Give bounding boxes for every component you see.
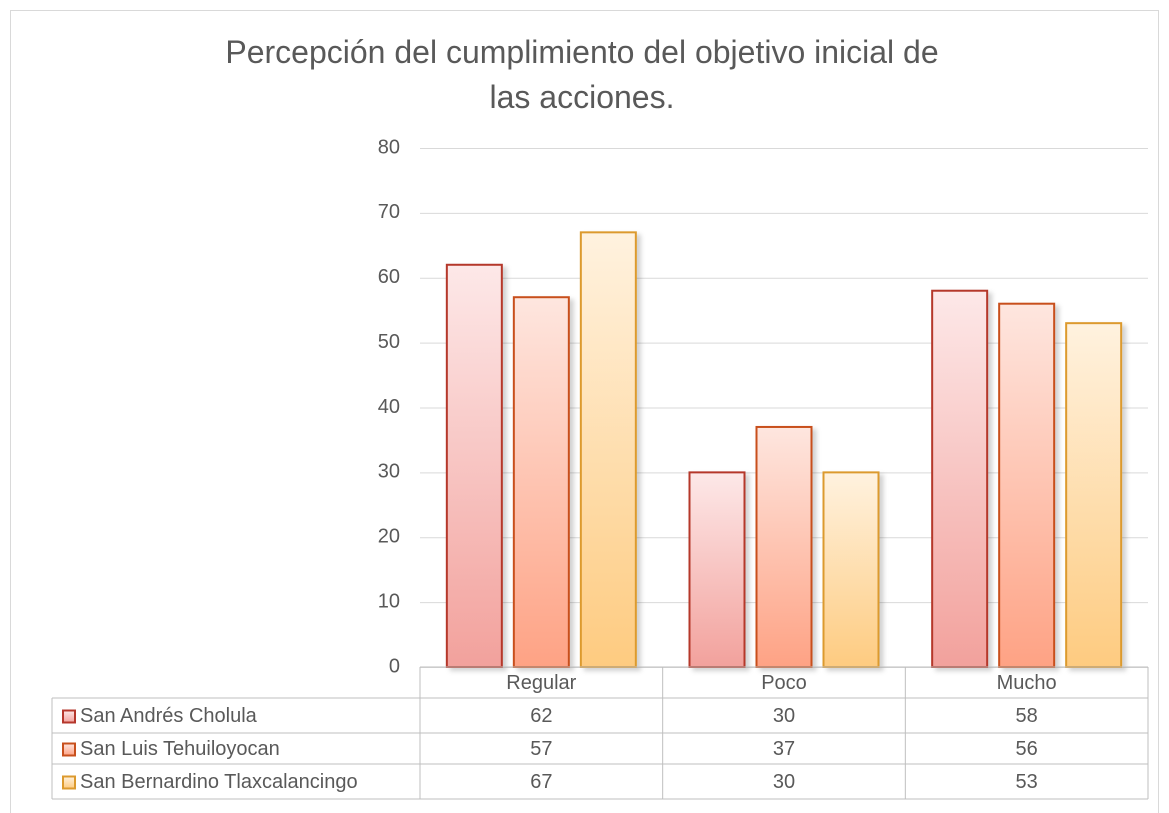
y-tick-label: 0 — [389, 655, 400, 677]
y-tick-label: 50 — [378, 331, 400, 353]
bar — [688, 471, 746, 668]
y-tick-label: 10 — [378, 590, 400, 612]
legend-key — [62, 775, 76, 790]
table-value: 30 — [773, 705, 795, 727]
bar — [822, 471, 880, 668]
x-tick-label: Mucho — [997, 672, 1057, 694]
legend-key — [62, 742, 76, 757]
table-value: 57 — [530, 738, 552, 760]
chart-border — [10, 10, 1159, 813]
bar — [998, 302, 1056, 668]
chart-title: Percepción del cumplimiento del objetivo… — [225, 34, 938, 115]
legend-label: San Bernardino Tlaxcalancingo — [80, 771, 358, 793]
x-tick-label: Regular — [506, 672, 576, 694]
y-tick-label: 20 — [378, 526, 400, 548]
y-tick-label: 60 — [378, 266, 400, 288]
legend-key — [62, 709, 76, 724]
table-value: 37 — [773, 738, 795, 760]
bar — [579, 231, 637, 668]
bar — [931, 289, 989, 668]
bar — [512, 296, 570, 668]
y-tick-label: 80 — [378, 136, 400, 158]
y-tick-label: 40 — [378, 396, 400, 418]
bar — [1065, 322, 1123, 668]
table-value: 58 — [1016, 705, 1038, 727]
x-tick-label: Poco — [761, 672, 807, 694]
y-tick-label: 30 — [378, 461, 400, 483]
bar — [755, 425, 813, 668]
bar — [445, 263, 503, 668]
table-value: 62 — [530, 705, 552, 727]
y-tick-label: 70 — [378, 201, 400, 223]
table-value: 67 — [530, 771, 552, 793]
legend-label: San Andrés Cholula — [80, 705, 258, 727]
table-value: 56 — [1016, 738, 1038, 760]
legend-label: San Luis Tehuiloyocan — [80, 738, 280, 760]
table-value: 30 — [773, 771, 795, 793]
table-value: 53 — [1016, 771, 1038, 793]
